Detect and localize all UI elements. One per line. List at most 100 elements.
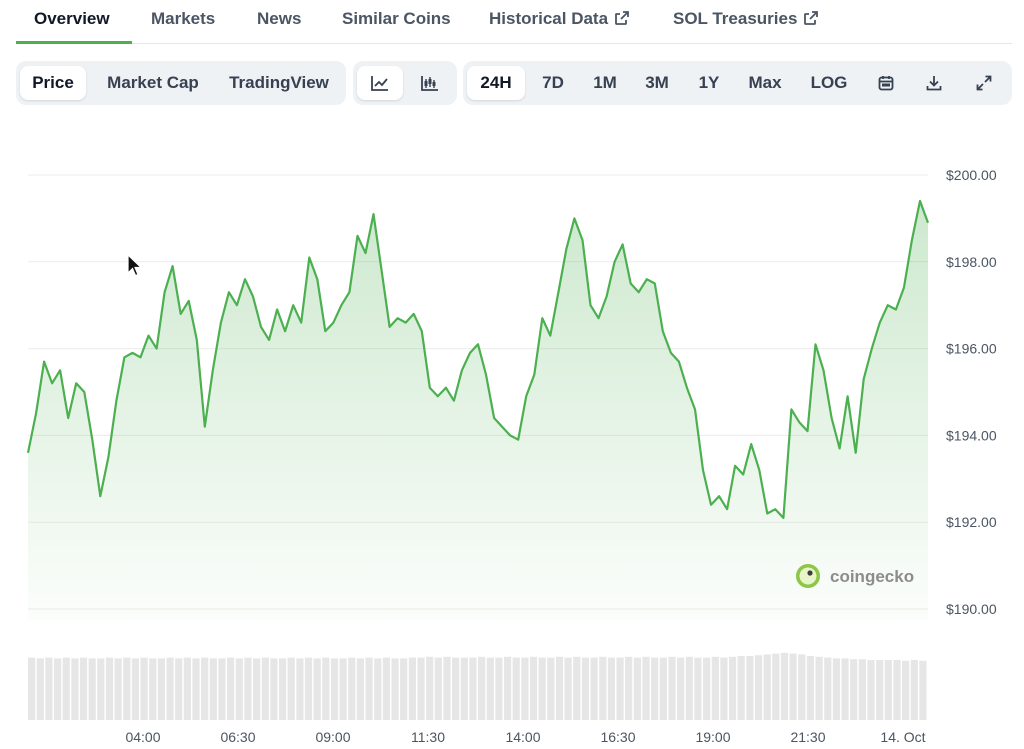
volume-bar [88, 658, 96, 720]
y-tick-label: $198.00 [946, 254, 997, 270]
volume-bar [789, 653, 797, 720]
x-tick-label: 06:30 [220, 729, 255, 745]
volume-bar [235, 658, 243, 720]
volume-bar [633, 657, 641, 720]
volume-bar [573, 656, 581, 720]
candlestick-button[interactable] [407, 66, 453, 100]
x-tick-label: 09:00 [315, 729, 350, 745]
tab-overview[interactable]: Overview [34, 9, 110, 28]
volume-bar [746, 656, 754, 720]
volume-bar [703, 657, 711, 720]
chart-style-toggle [353, 61, 457, 105]
y-tick-label: $192.00 [946, 514, 997, 530]
volume-bar [296, 658, 304, 720]
volume-bar [227, 657, 235, 720]
volume-bar [824, 657, 832, 720]
volume-bar [677, 657, 685, 720]
x-tick-label: 16:30 [600, 729, 635, 745]
volume-bar [374, 658, 382, 720]
volume-bar [244, 657, 252, 720]
range-7d-button[interactable]: 7D [542, 73, 564, 92]
volume-bar [521, 657, 529, 720]
volume-bar [365, 657, 373, 720]
volume-bar [564, 657, 572, 720]
fullscreen-button[interactable] [963, 66, 1005, 100]
volume-bar [313, 658, 321, 720]
volume-bar [893, 660, 901, 720]
volume-bar [711, 656, 719, 720]
volume-bar [54, 658, 62, 720]
expand-icon [976, 75, 992, 91]
y-tick-label: $194.00 [946, 427, 997, 443]
volume-bar [902, 660, 910, 720]
log-scale-button[interactable]: LOG [810, 73, 848, 92]
volume-bar [478, 656, 486, 720]
coingecko-logo-eye [807, 570, 813, 576]
volume-bar [841, 658, 849, 720]
volume-bar [434, 657, 442, 720]
volume-bar [183, 657, 191, 720]
price-button[interactable]: Price [20, 66, 86, 100]
x-tick-label: 04:00 [125, 729, 160, 745]
range-3m-button[interactable]: 3M [645, 73, 669, 92]
volume-bar [729, 656, 737, 720]
volume-bar [400, 658, 408, 720]
volume-bar [157, 658, 165, 720]
volume-bar [659, 657, 667, 720]
tab-similar-coins[interactable]: Similar Coins [342, 9, 451, 28]
x-tick-label: 14. Oct [880, 729, 925, 745]
volume-bar [28, 657, 36, 720]
volume-bar [218, 658, 226, 720]
line-chart-icon [371, 76, 388, 91]
volume-bar [443, 656, 451, 720]
volume-bar [858, 659, 866, 720]
coingecko-watermark: coingecko [796, 564, 914, 588]
calendar-icon [878, 76, 894, 91]
volume-bar [62, 657, 70, 720]
volume-bar [192, 658, 200, 720]
volume-bar [209, 658, 217, 720]
x-tick-label: 14:00 [505, 729, 540, 745]
volume-bar [737, 656, 745, 720]
volume-bar [581, 657, 589, 720]
volume-bar [330, 658, 339, 720]
volume-bar [79, 657, 88, 720]
range-max-button[interactable]: Max [748, 73, 782, 92]
tab-markets[interactable]: Markets [151, 9, 216, 28]
volume-bar [642, 656, 650, 720]
volume-bar [919, 660, 927, 720]
volume-bar [512, 657, 520, 720]
volume-bar [322, 657, 330, 720]
volume-bar [71, 658, 79, 720]
volume-bar [599, 656, 607, 720]
volume-bar [668, 656, 676, 720]
line-chart-button[interactable] [357, 66, 403, 100]
range-1m-button[interactable]: 1M [593, 73, 617, 92]
volume-bar [884, 660, 892, 720]
x-tick-label: 19:00 [695, 729, 730, 745]
volume-bar [495, 657, 503, 720]
price-area-fill [28, 201, 928, 620]
range-1y-button[interactable]: 1Y [698, 73, 720, 92]
external-link-icon [615, 11, 629, 25]
tab-historical-data[interactable]: Historical Data [489, 9, 630, 29]
volume-bar [408, 657, 416, 720]
volume-bar [36, 658, 44, 720]
tradingview-button[interactable]: TradingView [229, 73, 329, 92]
volume-bar [123, 657, 131, 720]
download-button[interactable] [913, 66, 955, 100]
volume-bar [590, 657, 598, 720]
price-line[interactable] [26, 199, 930, 519]
volume-bar [417, 657, 425, 720]
volume-bar [287, 657, 295, 720]
tab-sol-treasuries[interactable]: SOL Treasuries [673, 9, 819, 29]
volume-bar [798, 654, 806, 720]
volume-bars [28, 652, 927, 720]
tab-news[interactable]: News [257, 9, 302, 28]
coin-tabs: Overview Markets News Similar Coins Hist… [16, 0, 1012, 44]
range-24h-button[interactable]: 24H [467, 66, 525, 100]
market-cap-button[interactable]: Market Cap [107, 73, 199, 92]
calendar-button[interactable] [865, 66, 907, 100]
volume-bar [201, 657, 209, 720]
